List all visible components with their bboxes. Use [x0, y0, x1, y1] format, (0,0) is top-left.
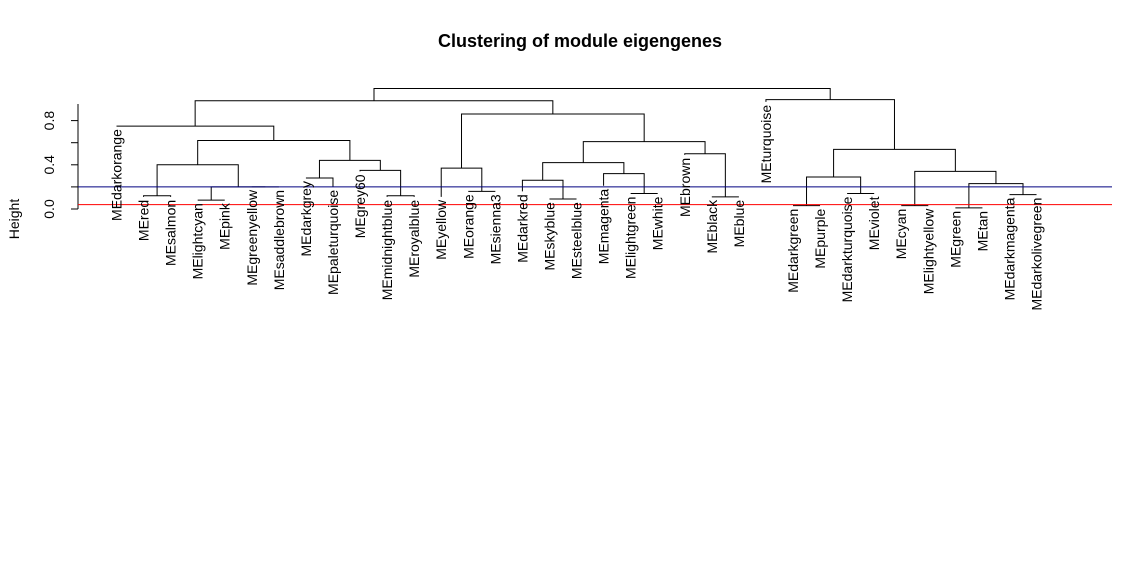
leaf-label: MEmagenta — [596, 189, 612, 265]
dendrogram-merge — [373, 88, 831, 101]
leaf-label: MEturquoise — [758, 105, 774, 184]
leaf-label: MEskyblue — [541, 202, 557, 271]
leaf-label: MEdarkred — [514, 194, 530, 262]
leaf-label: MEblue — [731, 200, 747, 248]
leaf-label: MEpaleturquoise — [325, 190, 341, 295]
y-axis: 0.0 0.4 0.8 — [41, 104, 79, 219]
leaf-label: MEdarkorange — [109, 129, 125, 221]
dendrogram-merge — [156, 164, 239, 196]
dendrogram-merge — [914, 170, 997, 206]
dendrogram-merge — [386, 195, 415, 197]
dendrogram-branches — [116, 88, 1037, 209]
dendrogram-merge — [305, 177, 334, 187]
leaf-label: MEsteelblue — [569, 202, 585, 279]
dendrogram-merge — [116, 125, 275, 141]
leaf-label: MEgreenyellow — [244, 189, 260, 286]
dendrogram-merge — [143, 195, 172, 197]
leaf-label: MEcyan — [893, 209, 909, 260]
leaf-label: MElightcyan — [190, 203, 206, 279]
leaf-label: MEorange — [460, 194, 476, 259]
leaf-label: MEyellow — [433, 199, 449, 260]
leaf-label: MEmidnightblue — [379, 200, 395, 301]
leaf-label: MEsalmon — [163, 200, 179, 266]
leaf-labels: MEdarkorange MEred MEsalmon MElightcyan MEpi… — [109, 105, 1045, 311]
leaf-label: MEred — [136, 200, 152, 241]
leaf-label: MEbrown — [677, 158, 693, 217]
dendrogram-merge — [318, 159, 381, 179]
leaf-label: MEroyalblue — [406, 200, 422, 278]
leaf-label: MEdarkgrey — [298, 181, 314, 256]
dendrogram-merge — [461, 113, 645, 169]
y-tick-label: 0.0 — [41, 199, 57, 219]
chart-title: Clustering of module eigengenes — [438, 31, 722, 51]
y-tick-label: 0.4 — [41, 155, 57, 175]
leaf-label: MElightgreen — [623, 197, 639, 280]
leaf-label: MEviolet — [866, 196, 882, 250]
dendrogram-merge — [765, 99, 895, 150]
leaf-label: MEpurple — [812, 208, 828, 268]
leaf-label: MEwhite — [650, 196, 666, 250]
leaf-label: MEdarkmagenta — [1001, 197, 1017, 300]
leaf-label: MEdarkolivegreen — [1029, 198, 1045, 311]
leaf-label: MEpink — [217, 202, 233, 250]
leaf-label: MEdarkgreen — [785, 209, 801, 293]
cut-lines — [78, 186, 1112, 206]
dendrogram-merge — [542, 162, 625, 181]
leaf-label: MEtan — [974, 211, 990, 251]
y-tick-label: 0.8 — [41, 111, 57, 131]
dendrogram-merge — [440, 167, 483, 197]
leaf-label: MEsienna3 — [487, 194, 503, 264]
y-axis-label: Height — [6, 199, 22, 240]
dendrogram-merge — [194, 100, 554, 127]
leaf-label: MEgrey60 — [352, 174, 368, 238]
leaf-label: MEsaddlebrown — [271, 190, 287, 290]
dendrogram-merge — [833, 148, 956, 177]
leaf-label: MEblack — [704, 199, 720, 254]
leaf-label: MEdarkturquoise — [839, 196, 855, 302]
dendrogram-merge — [197, 139, 351, 165]
leaf-label: MElightyellow — [920, 208, 936, 294]
leaf-label: MEgreen — [947, 211, 963, 268]
